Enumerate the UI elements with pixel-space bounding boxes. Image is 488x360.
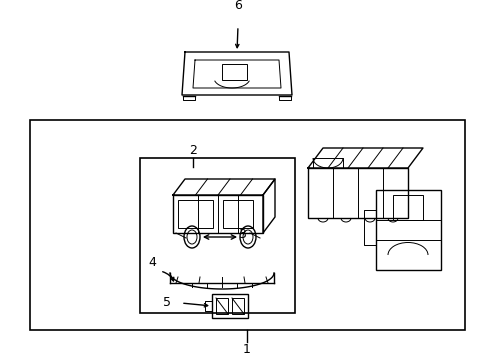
Bar	[392, 195, 422, 220]
Bar	[140, 158, 294, 313]
Bar	[231, 298, 244, 314]
Bar	[223, 200, 252, 228]
Bar	[375, 190, 440, 270]
Text: 4: 4	[148, 256, 156, 270]
Bar	[212, 294, 247, 318]
Text: 3: 3	[238, 229, 245, 242]
Bar	[173, 195, 263, 233]
Text: 1: 1	[243, 343, 250, 356]
Bar	[178, 200, 213, 228]
Bar	[216, 298, 227, 314]
Bar	[312, 158, 342, 168]
Text: 6: 6	[234, 0, 242, 12]
Bar	[222, 64, 246, 80]
Text: 2: 2	[189, 144, 197, 157]
Text: 5: 5	[163, 297, 171, 310]
Bar	[30, 120, 464, 330]
Bar	[307, 168, 407, 218]
